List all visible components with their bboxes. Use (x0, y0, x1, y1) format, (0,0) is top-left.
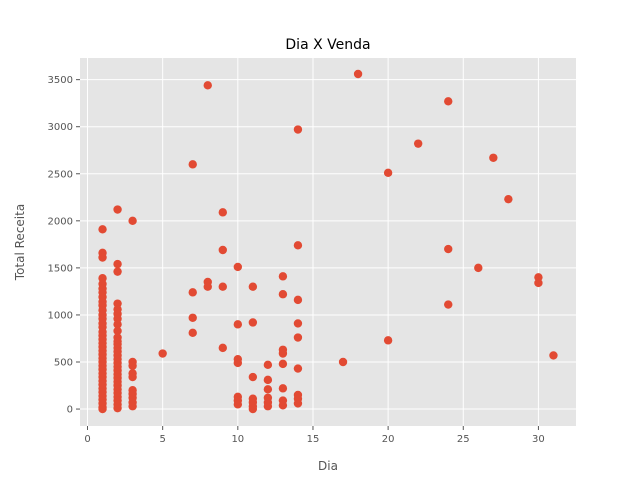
scatter-point (263, 402, 273, 411)
scatter-point (188, 288, 197, 297)
scatter-point (293, 295, 303, 305)
scatter-point (248, 372, 258, 382)
scatter-point (218, 245, 227, 255)
ticks: 0 5 10 15 20 25 30 0 500 1000 1500 2000 2500 3000 3500 (48, 75, 545, 445)
scatter-point (248, 318, 258, 327)
y-tick-label: 1000 (48, 310, 73, 321)
y-tick-label: 500 (54, 358, 73, 369)
x-tick-label: 30 (532, 434, 545, 445)
scatter-point (248, 282, 258, 291)
scatter-point (128, 372, 137, 382)
scatter-point (263, 385, 273, 394)
y-axis-label: Total Receita (13, 204, 27, 281)
scatter-point (203, 282, 212, 291)
scatter-point (218, 208, 227, 217)
x-tick-label: 10 (231, 434, 244, 445)
scatter-point (113, 205, 122, 214)
y-tick-label: 3000 (48, 122, 73, 133)
scatter-point (383, 336, 393, 345)
scatter-point (233, 262, 243, 272)
scatter-point (113, 326, 122, 336)
scatter-point (504, 194, 513, 204)
y-tick-label: 2000 (48, 216, 73, 227)
scatter-point (158, 349, 167, 358)
scatter-point (353, 69, 363, 79)
scatter-point (128, 361, 137, 370)
scatter-point (203, 81, 212, 90)
x-tick-label: 15 (307, 434, 320, 445)
x-tick-label: 20 (382, 434, 395, 445)
scatter-point (233, 358, 243, 368)
scatter-point (383, 168, 393, 178)
scatter-point (293, 125, 303, 134)
x-tick-label: 5 (159, 434, 165, 445)
scatter-point (218, 343, 227, 353)
scatter-point (293, 364, 303, 373)
scatter-point (263, 375, 273, 385)
scatter-point (278, 272, 288, 281)
scatter-point (489, 153, 498, 162)
y-tick-label: 3500 (48, 75, 73, 86)
scatter-point (293, 399, 303, 408)
scatter-point (188, 328, 197, 338)
scatter-point (338, 357, 348, 367)
x-tick-label: 0 (84, 434, 90, 445)
scatter-point (278, 349, 288, 358)
scatter-point (534, 278, 543, 288)
plot-area (80, 58, 576, 426)
scatter-point (263, 360, 273, 370)
scatter-point (218, 282, 227, 291)
scatter-point (188, 160, 197, 169)
scatter-point (233, 400, 243, 409)
scatter-point (413, 139, 423, 148)
scatter-point (293, 241, 303, 250)
scatter-point (248, 404, 258, 414)
scatter-point (278, 290, 288, 299)
y-tick-label: 1500 (48, 263, 73, 274)
scatter-point (549, 351, 558, 360)
scatter-point (113, 259, 122, 269)
scatter-point (128, 402, 137, 411)
grid (80, 58, 576, 426)
scatter-point (278, 359, 288, 369)
scatter-point (444, 97, 453, 106)
scatter-point (444, 300, 453, 309)
scatter-point (188, 313, 197, 322)
scatter-point (293, 333, 303, 342)
data-points (98, 69, 558, 414)
scatter-point (293, 319, 303, 328)
scatter-point (98, 404, 107, 414)
scatter-point (128, 216, 137, 226)
scatter-point (233, 320, 243, 329)
y-tick-label: 0 (67, 405, 73, 416)
x-tick-label: 25 (457, 434, 470, 445)
scatter-point (113, 267, 122, 276)
scatter-point (474, 263, 483, 273)
scatter-point (98, 253, 107, 262)
scatter-point (98, 225, 107, 234)
x-axis-label: Dia (318, 459, 338, 473)
scatter-point (113, 403, 122, 413)
chart-title: Dia X Venda (285, 37, 370, 53)
scatter-point (113, 320, 122, 329)
y-tick-label: 2500 (48, 169, 73, 180)
scatter-point (278, 384, 288, 393)
scatter-point (278, 401, 288, 410)
scatter-point (444, 244, 453, 254)
